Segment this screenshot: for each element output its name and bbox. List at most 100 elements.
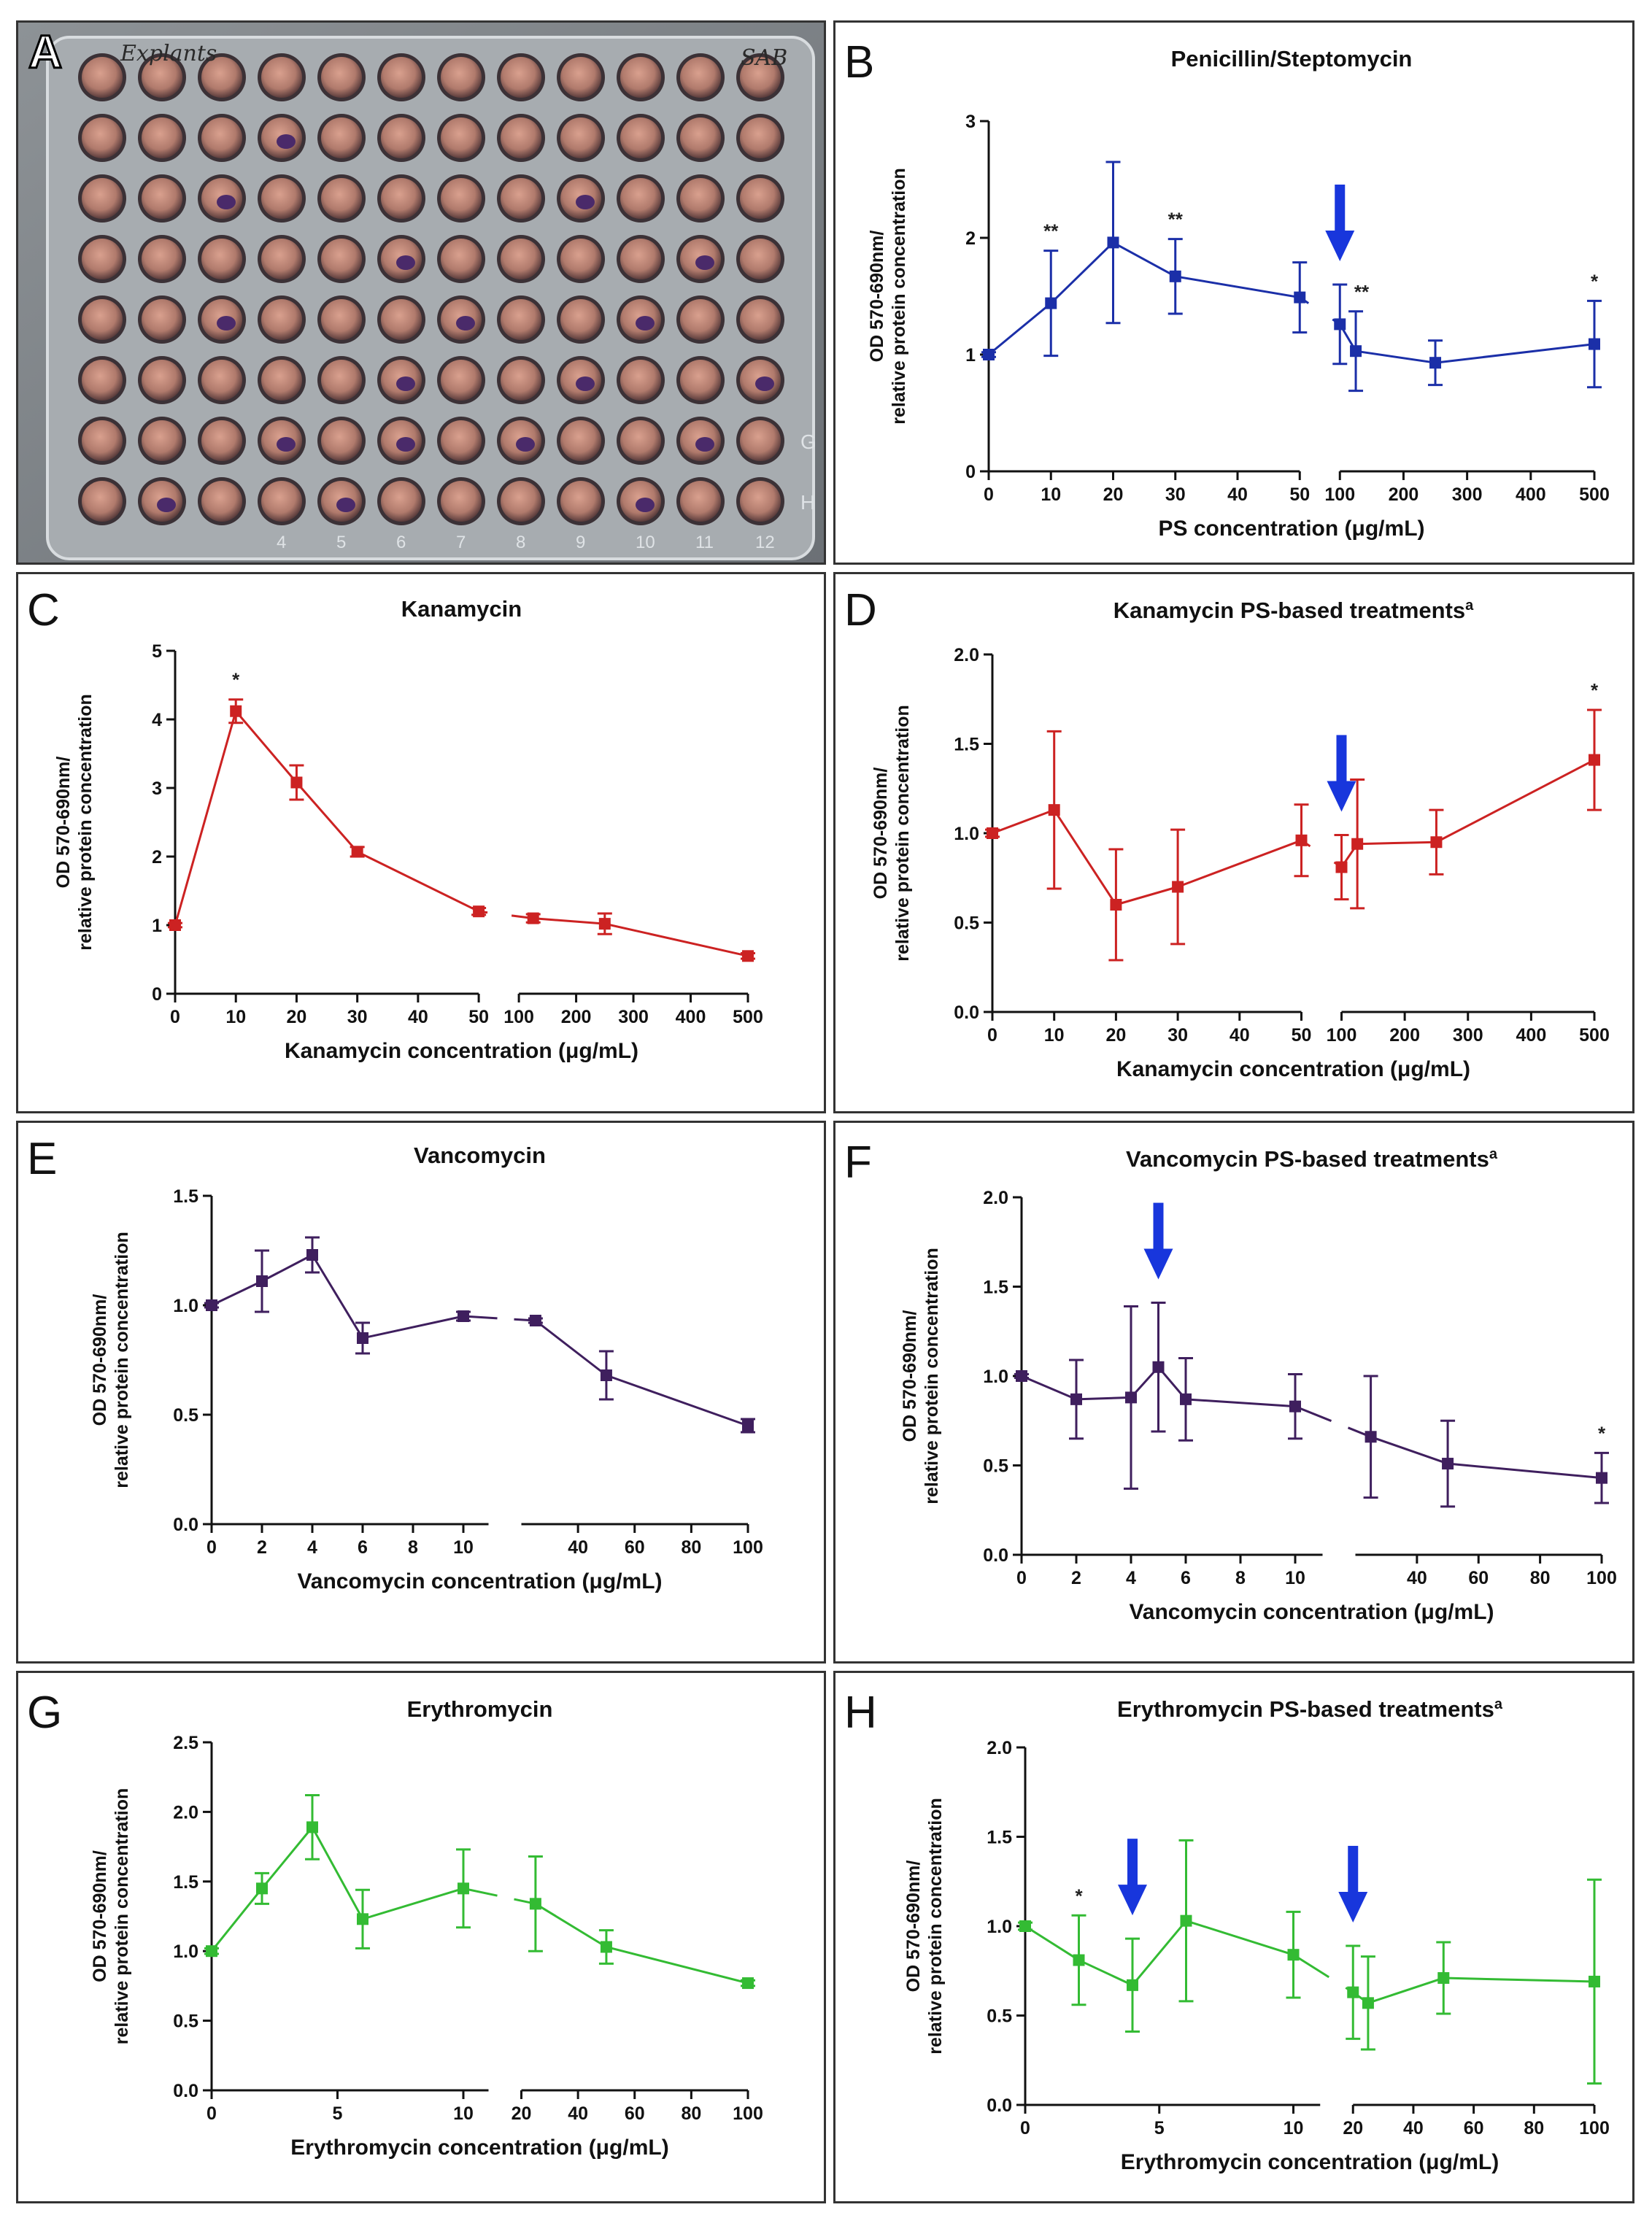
panel-letter: E <box>27 1134 57 1184</box>
x-tick-label: 300 <box>618 1007 649 1027</box>
well-content <box>740 299 781 340</box>
x-axis-label: PS concentration (μg/mL) <box>1158 517 1424 541</box>
data-point <box>742 1977 754 1990</box>
x-tick-label: 5 <box>333 2103 343 2124</box>
panel-e: E Vancomycin 0.0 0.5 1.0 1.5 OD 570-690nm/rela… <box>16 1121 826 1664</box>
column-label: 5 <box>336 533 346 552</box>
stained-explant <box>576 195 595 209</box>
panel-b: B Penicillin/Steptomycin 0 1 2 3 OD 570-690nm/… <box>833 20 1634 565</box>
well-content <box>560 239 601 279</box>
x-tick-label: 100 <box>1327 1025 1357 1046</box>
x-tick-label: 500 <box>1579 484 1610 505</box>
y-tick-label: 0.5 <box>954 913 979 934</box>
column-label: 8 <box>516 533 525 552</box>
data-point <box>1152 1361 1165 1373</box>
well-content <box>501 481 541 522</box>
y-axis-label-line2: relative protein concentration <box>925 1798 946 2054</box>
significance-label: ** <box>1043 220 1059 242</box>
data-point <box>473 905 485 918</box>
panel-letter: F <box>844 1137 872 1188</box>
x-tick-label: 40 <box>408 1007 428 1027</box>
y-tick-label: 0.5 <box>173 2012 198 2032</box>
data-point <box>1295 834 1308 846</box>
well-content <box>321 239 362 279</box>
well-content <box>142 299 182 340</box>
data-point <box>1365 1431 1377 1443</box>
data-point <box>351 846 363 858</box>
y-tick-label: 2 <box>152 847 162 868</box>
y-tick-label: 1 <box>965 345 976 366</box>
well-content <box>501 178 541 219</box>
column-label: 6 <box>396 533 406 552</box>
data-point <box>1107 236 1119 249</box>
well-content <box>560 57 601 98</box>
y-tick-label: 1.0 <box>987 1917 1012 1937</box>
x-axis-label: Erythromycin concentration (μg/mL) <box>1121 2150 1499 2174</box>
well-content <box>142 360 182 401</box>
x-tick-label: 4 <box>1126 1568 1136 1588</box>
x-tick-label: 10 <box>1041 484 1061 505</box>
panel-a-photo: A Explants SAB G H 4 5 6 7 8 9 10 11 12 <box>16 20 826 565</box>
stained-explant <box>456 316 475 331</box>
data-point <box>306 1249 318 1261</box>
well-plate-image: A Explants SAB G H 4 5 6 7 8 9 10 11 12 <box>18 23 824 563</box>
panel-letter: H <box>844 1688 877 1738</box>
well-content <box>680 481 721 522</box>
data-point <box>1019 1920 1031 1932</box>
series-line <box>1131 1920 1187 1986</box>
well-content <box>321 117 362 158</box>
x-tick-label: 10 <box>1285 1568 1305 1588</box>
well-content <box>560 299 601 340</box>
x-axis-label: Erythromycin concentration (μg/mL) <box>290 2136 668 2160</box>
y-tick-label: 1.5 <box>173 1186 198 1207</box>
x-tick-label: 100 <box>503 1007 534 1027</box>
x-tick-label: 20 <box>512 2103 532 2124</box>
data-point <box>1334 318 1346 331</box>
data-point <box>1045 297 1057 309</box>
data-point <box>458 1882 469 1895</box>
y-tick-label: 0.0 <box>954 1002 979 1023</box>
panel-letter: G <box>27 1688 62 1738</box>
well-content <box>261 57 302 98</box>
arrow-shaft <box>1335 185 1346 236</box>
well-content <box>740 481 781 522</box>
series-line <box>1294 1405 1332 1422</box>
well-content <box>261 178 302 219</box>
y-tick-label: 0.0 <box>173 2081 198 2101</box>
data-point <box>1589 1975 1600 1987</box>
data-point <box>1070 1393 1082 1405</box>
data-point <box>1172 881 1184 893</box>
well-content <box>501 239 541 279</box>
significance-label: ** <box>1168 209 1184 231</box>
data-point <box>357 1332 368 1344</box>
series-line <box>1447 1462 1602 1480</box>
well-content <box>620 117 661 158</box>
series-line <box>1076 1396 1132 1401</box>
data-point <box>1180 1914 1192 1927</box>
well-content <box>620 239 661 279</box>
well-content <box>381 57 422 98</box>
x-tick-label: 20 <box>1105 1025 1126 1046</box>
x-tick-label: 80 <box>681 1537 701 1558</box>
y-axis-label-line1: OD 570-690nm/ <box>90 1294 110 1426</box>
stained-explant <box>336 498 355 512</box>
data-point <box>1294 291 1306 304</box>
well-content <box>82 481 123 522</box>
series-line <box>534 1319 607 1377</box>
data-point <box>1362 1997 1374 2009</box>
y-axis-label-line2: relative protein concentration <box>892 705 913 961</box>
series-line <box>1115 886 1178 906</box>
data-point <box>169 919 181 931</box>
series-line <box>356 851 479 913</box>
significance-label: * <box>1591 679 1599 701</box>
y-tick-label: 1.0 <box>173 1941 198 1962</box>
series-line <box>362 1887 464 1920</box>
well-content <box>82 239 123 279</box>
x-tick-label: 6 <box>1181 1568 1191 1588</box>
x-tick-label: 40 <box>568 1537 588 1558</box>
y-tick-label: 5 <box>152 641 162 662</box>
x-tick-label: 0 <box>170 1007 180 1027</box>
arrow-shaft <box>1153 1202 1164 1254</box>
y-axis-label-line2: relative protein concentration <box>112 1788 132 2044</box>
chart-e: E Vancomycin 0.0 0.5 1.0 1.5 OD 570-690nm/rela… <box>27 1134 763 1593</box>
